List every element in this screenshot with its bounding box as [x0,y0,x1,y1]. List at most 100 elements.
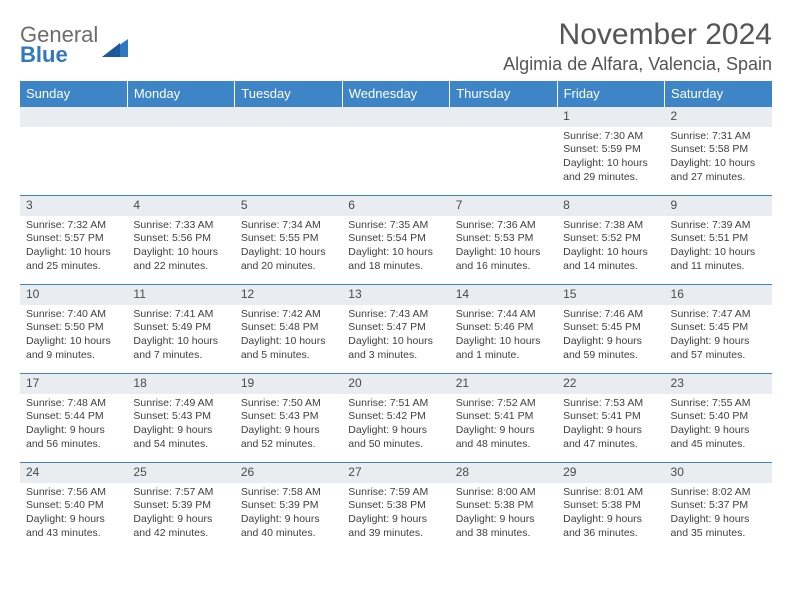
day-details: Sunrise: 8:02 AMSunset: 5:37 PMDaylight:… [665,483,772,545]
day-line-sunrise: Sunrise: 7:35 AM [348,219,443,233]
day-line-daylight2: and 14 minutes. [563,260,658,274]
calendar-cell [20,107,127,196]
day-line-daylight2: and 54 minutes. [133,438,228,452]
day-line-daylight2: and 50 minutes. [348,438,443,452]
calendar-cell: 7Sunrise: 7:36 AMSunset: 5:53 PMDaylight… [450,196,557,285]
calendar-cell: 8Sunrise: 7:38 AMSunset: 5:52 PMDaylight… [557,196,664,285]
day-line-sunset: Sunset: 5:39 PM [133,499,228,513]
day-line-sunset: Sunset: 5:41 PM [456,410,551,424]
day-details: Sunrise: 7:34 AMSunset: 5:55 PMDaylight:… [235,216,342,278]
day-number: 10 [20,285,127,305]
day-line-sunset: Sunset: 5:54 PM [348,232,443,246]
day-number: 18 [127,374,234,394]
day-line-daylight2: and 56 minutes. [26,438,121,452]
day-line-daylight2: and 20 minutes. [241,260,336,274]
calendar-cell: 14Sunrise: 7:44 AMSunset: 5:46 PMDayligh… [450,285,557,374]
day-line-sunset: Sunset: 5:49 PM [133,321,228,335]
day-number: 9 [665,196,772,216]
title-block: November 2024 Algimia de Alfara, Valenci… [503,18,772,75]
day-line-sunrise: Sunrise: 7:41 AM [133,308,228,322]
day-line-sunset: Sunset: 5:47 PM [348,321,443,335]
weekday-header: Monday [127,81,234,107]
calendar-cell: 10Sunrise: 7:40 AMSunset: 5:50 PMDayligh… [20,285,127,374]
day-line-daylight1: Daylight: 10 hours [133,335,228,349]
day-line-daylight2: and 25 minutes. [26,260,121,274]
day-line-sunrise: Sunrise: 7:55 AM [671,397,766,411]
day-details: Sunrise: 7:35 AMSunset: 5:54 PMDaylight:… [342,216,449,278]
day-details: Sunrise: 7:38 AMSunset: 5:52 PMDaylight:… [557,216,664,278]
weekday-header: Wednesday [342,81,449,107]
calendar-cell: 17Sunrise: 7:48 AMSunset: 5:44 PMDayligh… [20,374,127,463]
day-number: 19 [235,374,342,394]
day-line-daylight1: Daylight: 10 hours [26,246,121,260]
day-number-empty [235,107,342,127]
day-details: Sunrise: 7:40 AMSunset: 5:50 PMDaylight:… [20,305,127,367]
day-line-sunrise: Sunrise: 7:51 AM [348,397,443,411]
day-details: Sunrise: 7:42 AMSunset: 5:48 PMDaylight:… [235,305,342,367]
day-number: 26 [235,463,342,483]
calendar-cell: 20Sunrise: 7:51 AMSunset: 5:42 PMDayligh… [342,374,449,463]
calendar-cell: 16Sunrise: 7:47 AMSunset: 5:45 PMDayligh… [665,285,772,374]
day-number: 2 [665,107,772,127]
calendar-cell: 12Sunrise: 7:42 AMSunset: 5:48 PMDayligh… [235,285,342,374]
weekday-header: Thursday [450,81,557,107]
day-number-empty [20,107,127,127]
calendar-cell: 19Sunrise: 7:50 AMSunset: 5:43 PMDayligh… [235,374,342,463]
calendar-cell: 29Sunrise: 8:01 AMSunset: 5:38 PMDayligh… [557,463,664,552]
day-line-daylight2: and 42 minutes. [133,527,228,541]
day-number-empty [127,107,234,127]
day-number-empty [450,107,557,127]
calendar-cell: 6Sunrise: 7:35 AMSunset: 5:54 PMDaylight… [342,196,449,285]
day-line-sunrise: Sunrise: 7:42 AM [241,308,336,322]
day-line-daylight1: Daylight: 10 hours [671,157,766,171]
day-line-daylight1: Daylight: 9 hours [563,335,658,349]
day-number: 8 [557,196,664,216]
day-line-daylight1: Daylight: 10 hours [671,246,766,260]
calendar-table: SundayMondayTuesdayWednesdayThursdayFrid… [20,81,772,552]
calendar-cell [235,107,342,196]
day-line-sunrise: Sunrise: 7:50 AM [241,397,336,411]
day-line-daylight2: and 38 minutes. [456,527,551,541]
calendar-body: 1Sunrise: 7:30 AMSunset: 5:59 PMDaylight… [20,107,772,552]
day-line-daylight1: Daylight: 10 hours [563,246,658,260]
day-line-sunrise: Sunrise: 7:48 AM [26,397,121,411]
day-line-daylight1: Daylight: 9 hours [563,513,658,527]
day-number: 25 [127,463,234,483]
day-details: Sunrise: 7:30 AMSunset: 5:59 PMDaylight:… [557,127,664,189]
day-line-daylight1: Daylight: 9 hours [133,424,228,438]
logo-triangle-icon [102,35,128,57]
day-line-daylight2: and 7 minutes. [133,349,228,363]
day-line-daylight1: Daylight: 9 hours [456,424,551,438]
calendar-cell: 4Sunrise: 7:33 AMSunset: 5:56 PMDaylight… [127,196,234,285]
day-number: 21 [450,374,557,394]
day-line-sunset: Sunset: 5:38 PM [348,499,443,513]
calendar-head: SundayMondayTuesdayWednesdayThursdayFrid… [20,81,772,107]
calendar-cell [127,107,234,196]
day-number: 29 [557,463,664,483]
day-line-sunrise: Sunrise: 8:00 AM [456,486,551,500]
day-line-sunrise: Sunrise: 8:01 AM [563,486,658,500]
day-line-daylight2: and 18 minutes. [348,260,443,274]
day-number: 14 [450,285,557,305]
day-line-sunrise: Sunrise: 7:44 AM [456,308,551,322]
calendar-cell: 23Sunrise: 7:55 AMSunset: 5:40 PMDayligh… [665,374,772,463]
day-number: 11 [127,285,234,305]
day-line-sunrise: Sunrise: 7:33 AM [133,219,228,233]
day-details: Sunrise: 7:48 AMSunset: 5:44 PMDaylight:… [20,394,127,456]
day-line-daylight2: and 57 minutes. [671,349,766,363]
day-line-sunset: Sunset: 5:58 PM [671,143,766,157]
calendar-cell: 27Sunrise: 7:59 AMSunset: 5:38 PMDayligh… [342,463,449,552]
day-line-daylight1: Daylight: 10 hours [133,246,228,260]
weekday-header: Saturday [665,81,772,107]
day-line-sunrise: Sunrise: 7:57 AM [133,486,228,500]
day-line-sunset: Sunset: 5:59 PM [563,143,658,157]
calendar-cell: 22Sunrise: 7:53 AMSunset: 5:41 PMDayligh… [557,374,664,463]
day-details: Sunrise: 8:01 AMSunset: 5:38 PMDaylight:… [557,483,664,545]
day-details: Sunrise: 7:55 AMSunset: 5:40 PMDaylight:… [665,394,772,456]
day-details: Sunrise: 8:00 AMSunset: 5:38 PMDaylight:… [450,483,557,545]
calendar-cell [450,107,557,196]
day-line-sunset: Sunset: 5:41 PM [563,410,658,424]
calendar-cell: 13Sunrise: 7:43 AMSunset: 5:47 PMDayligh… [342,285,449,374]
day-line-daylight1: Daylight: 10 hours [456,246,551,260]
calendar-week-row: 3Sunrise: 7:32 AMSunset: 5:57 PMDaylight… [20,196,772,285]
